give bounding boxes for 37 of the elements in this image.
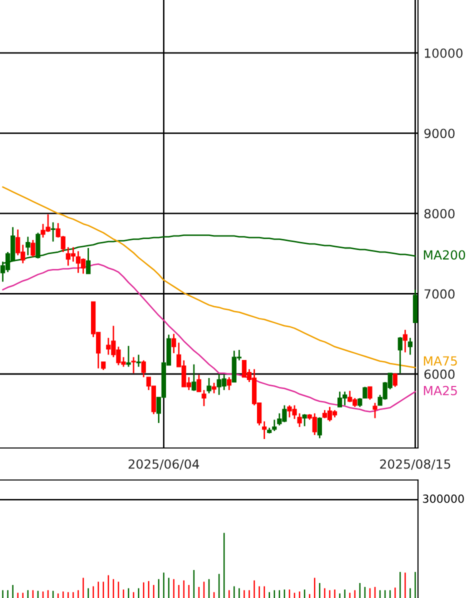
- line-series: [2, 186, 416, 368]
- candlestick: [206, 377, 212, 394]
- candlestick: [202, 389, 206, 407]
- candlestick: [50, 222, 56, 242]
- candlestick: [136, 354, 141, 368]
- candlestick: [368, 386, 372, 400]
- candlestick: [131, 356, 136, 374]
- series-label: MA25: [424, 386, 457, 396]
- candlestick: [392, 372, 398, 388]
- y-tick-label: 10000: [424, 48, 462, 58]
- candlestick: [262, 420, 267, 440]
- candlestick: [141, 360, 146, 378]
- series-label: MA200: [424, 250, 466, 260]
- candlestick: [302, 413, 307, 427]
- candlestick: [398, 336, 402, 374]
- candlestick: [402, 329, 408, 354]
- candlestick: [192, 364, 196, 392]
- candlestick: [226, 376, 232, 391]
- candlestick: [372, 402, 378, 419]
- y-tick-label: 8000: [424, 208, 455, 218]
- series-label: MA75: [424, 356, 457, 366]
- candlestick: [317, 416, 322, 439]
- candlestick: [26, 236, 30, 256]
- y-tick-label: 7000: [424, 289, 455, 299]
- y-tick-label: 6000: [424, 369, 455, 379]
- candlestick: [212, 382, 216, 394]
- candlestick: [272, 419, 277, 432]
- y-tick-label: 9000: [424, 128, 455, 138]
- candlestick: [30, 239, 36, 258]
- candlestick: [171, 333, 176, 354]
- candlestick: [297, 412, 302, 428]
- x-tick-label: 2025/08/15: [380, 459, 450, 470]
- x-tick-label: 2025/06/04: [128, 459, 200, 470]
- text: 300000: [423, 494, 464, 503]
- candlestick: [408, 337, 413, 356]
- candlestick: [196, 374, 202, 392]
- candlestick: [126, 345, 131, 368]
